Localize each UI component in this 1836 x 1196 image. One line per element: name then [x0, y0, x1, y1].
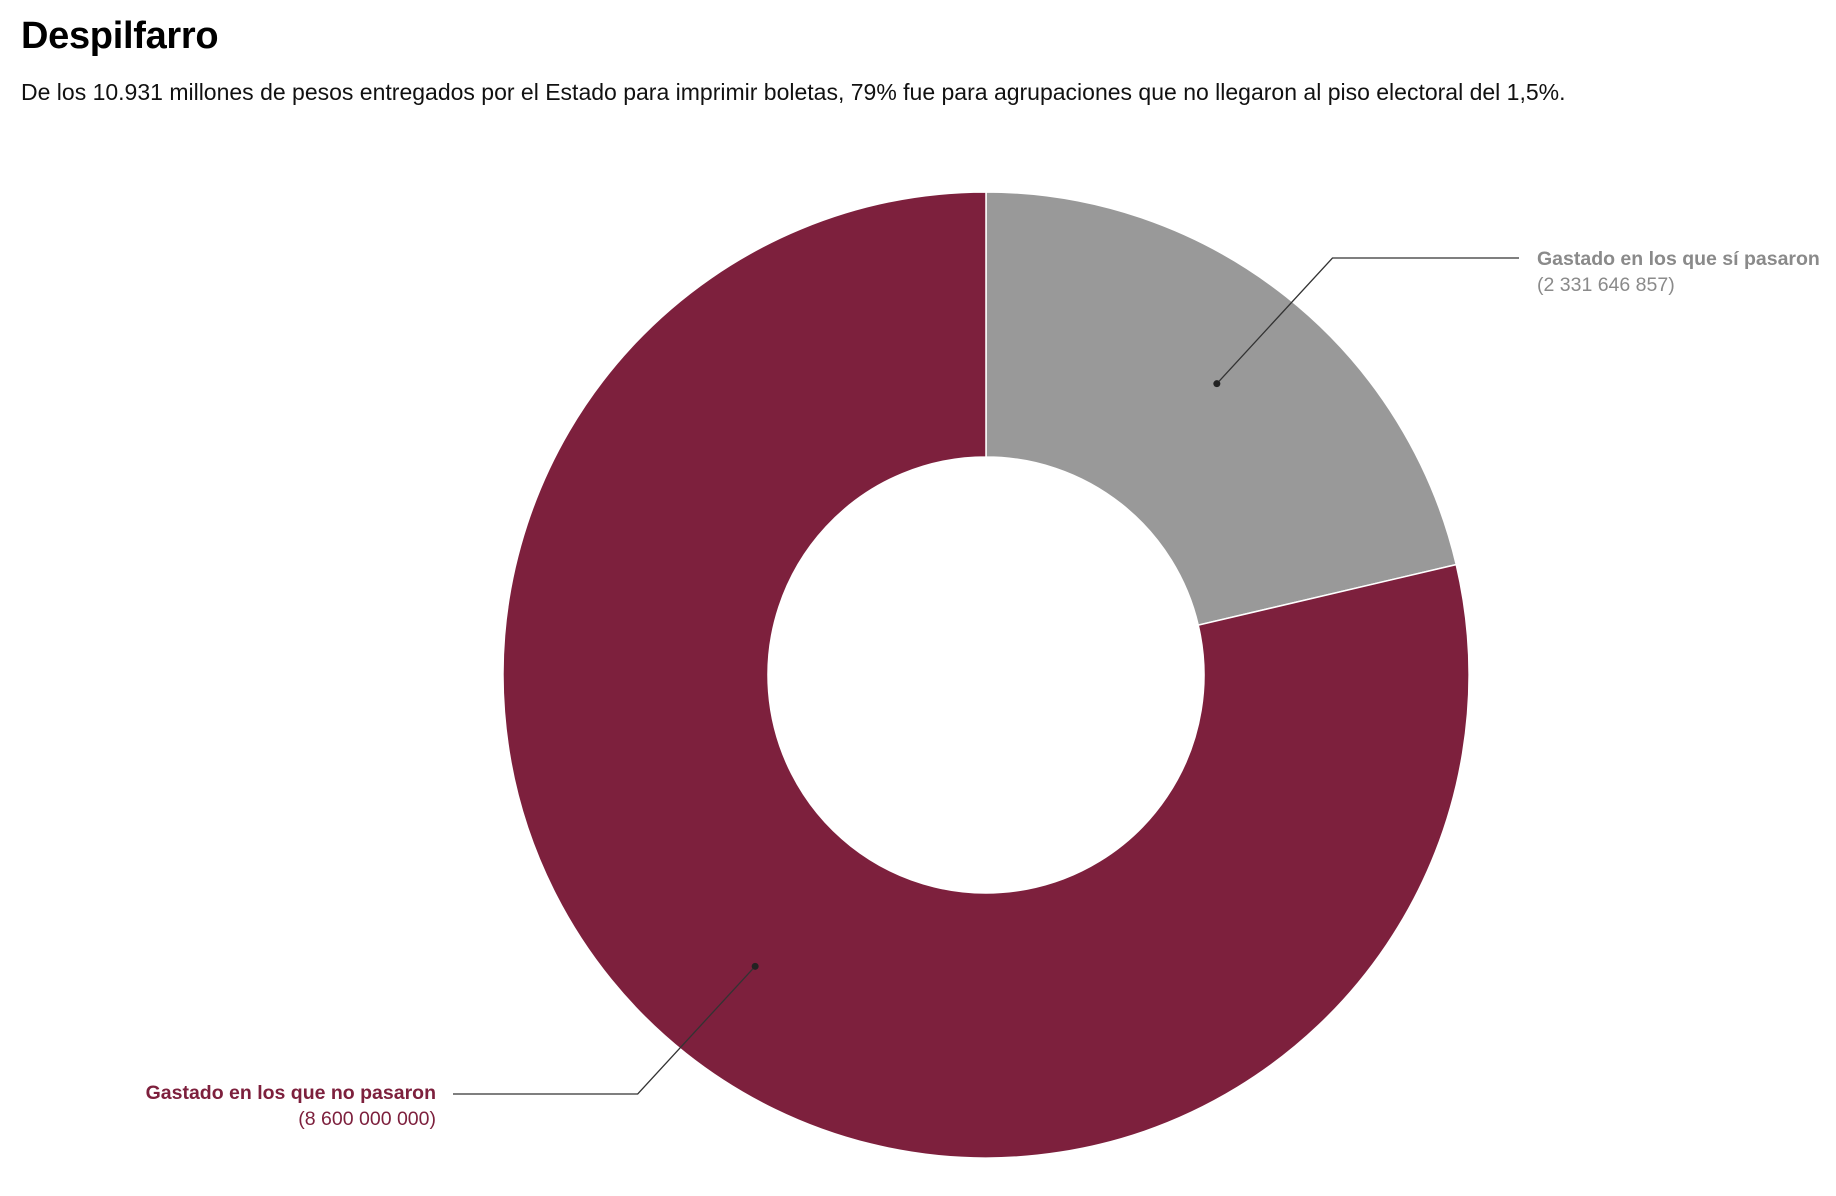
slice-label-gastado-en-los-que-no-pasaron: Gastado en los que no pasaron — [146, 1082, 436, 1104]
slice-value-gastado-en-los-que-no-pasaron: (8 600 000 000) — [298, 1108, 436, 1130]
slice-value-gastado-en-los-que-si-pasaron: (2 331 646 857) — [1537, 274, 1675, 296]
slice-gastado-en-los-que-no-pasaron[interactable] — [502, 191, 1470, 1159]
leader-line-gastado-en-los-que-no-pasaron — [453, 965, 756, 1095]
leader-dot-gastado-en-los-que-si-pasaron — [1213, 380, 1221, 388]
chart-subtitle: De los 10.931 millones de pesos entregad… — [21, 79, 1566, 105]
slice-gastado-en-los-que-si-pasaron[interactable] — [985, 191, 1458, 627]
leader-line-gastado-en-los-que-si-pasaron — [1216, 257, 1519, 385]
leader-dot-gastado-en-los-que-no-pasaron — [751, 962, 759, 970]
donut-slices — [502, 191, 1470, 1159]
chart-header: Despilfarro De los 10.931 millones de pe… — [21, 14, 1811, 106]
slice-label-gastado-en-los-que-si-pasaron: Gastado en los que sí pasaron — [1537, 248, 1820, 270]
slice-labels: Gastado en los que sí pasaron (2 331 646 … — [146, 248, 1820, 1130]
chart-title: Despilfarro — [21, 15, 219, 57]
